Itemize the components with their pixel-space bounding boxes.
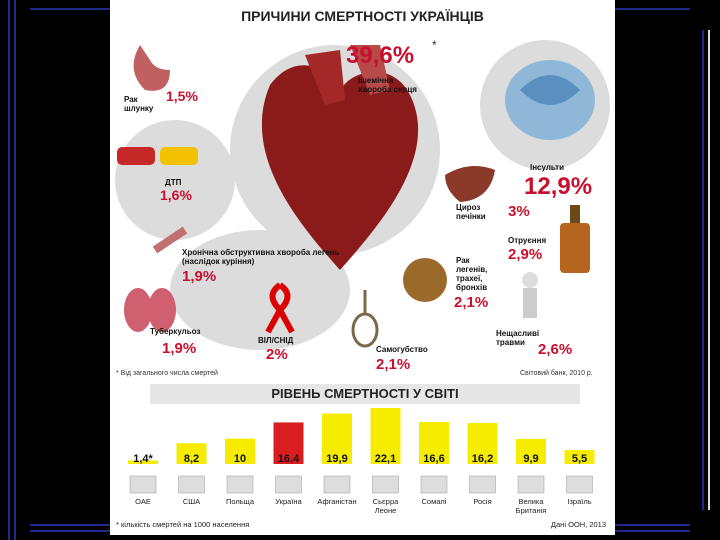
noose-icon <box>351 290 379 348</box>
category-label: США <box>183 497 200 506</box>
bar-value-label: 19,9 <box>326 453 347 465</box>
accidents-pct: 2,6% <box>538 341 573 358</box>
category-label: Велика <box>518 497 544 506</box>
bar-0 <box>128 460 158 464</box>
poster-source: Світовий банк, 2010 р. <box>520 370 593 377</box>
poster-title: ПРИЧИНИ СМЕРТНОСТІ УКРАЇНЦІВ <box>241 8 484 24</box>
flag-icon <box>323 475 351 494</box>
bar-value-label: 16,6 <box>423 453 444 465</box>
chart-title: РІВЕНЬ СМЕРТНОСТІ У СВІТІ <box>150 384 580 404</box>
bar-4 <box>322 413 352 464</box>
suicide-label: Самогубство <box>376 345 428 354</box>
category-label: Афганістан <box>317 497 356 506</box>
ihd-pct: 39,6% <box>346 42 415 69</box>
chart-footnote: * кількість смертей на 1000 населення <box>116 520 249 529</box>
category-label: Україна <box>275 497 302 506</box>
bar-value-label: 16,4 <box>278 453 300 465</box>
frame-line <box>708 30 710 510</box>
ihd-star: * <box>432 38 437 52</box>
bar-value-label: 16,2 <box>472 453 493 465</box>
category-label: Леоне <box>375 506 397 515</box>
category-label: Ізраїль <box>567 497 591 506</box>
lung-cancer-pct: 2,1% <box>454 294 489 311</box>
bar-5 <box>370 408 401 464</box>
category-label: Польща <box>226 497 255 506</box>
stroke-label: Інсульти <box>530 163 564 172</box>
ihd-label: Ішемічна хвороба серця <box>358 76 417 94</box>
bg-circle <box>115 120 235 240</box>
bar-9 <box>564 450 595 464</box>
category-label: Сомалі <box>422 497 447 506</box>
bar-2 <box>225 438 255 464</box>
bar-8 <box>516 438 546 464</box>
infographic-poster: ПРИЧИНИ СМЕРТНОСТІ УКРАЇНЦІВ <box>110 0 615 535</box>
cirrhosis-pct: 3% <box>508 203 530 220</box>
category-label: ОАЕ <box>135 497 151 506</box>
category-label: Британія <box>516 506 547 515</box>
mortality-bar-chart: 1,4* ОАЕ 8,2 США 10 Польща 16,4 Україна 19,9 Афга… <box>116 408 606 529</box>
cars-icon <box>117 147 198 165</box>
stomach-label: Рак шлунку <box>124 95 154 113</box>
flag-icon <box>517 475 545 494</box>
bar-value-label: 9,9 <box>523 453 538 465</box>
flag-icon <box>566 475 593 494</box>
poison-pct: 2,9% <box>508 246 543 263</box>
heart-image <box>261 45 419 270</box>
bar-1 <box>176 443 207 464</box>
hiv-pct: 2% <box>266 346 288 363</box>
flag-icon <box>372 475 399 494</box>
tb-pct: 1,9% <box>162 340 197 357</box>
bar-value-label: 22,1 <box>375 453 396 465</box>
frame-line <box>702 30 704 510</box>
poison-label: Отруєння <box>508 236 547 245</box>
bar-6 <box>419 421 449 464</box>
bg-circle <box>170 230 350 350</box>
frame-line <box>14 0 16 540</box>
red-ribbon-icon <box>265 282 295 334</box>
bottle-icon <box>560 205 590 273</box>
flag-icon <box>275 475 302 494</box>
stroke-pct: 12,9% <box>524 173 593 200</box>
crutches-icon <box>522 272 538 318</box>
category-label: Росія <box>473 497 491 506</box>
lung-cancer-label: Рак легенів, трахеї, бронхів <box>456 256 488 292</box>
cirrhosis-label: Цироз печінки <box>456 203 486 221</box>
stomach-pct: 1,5% <box>166 88 198 104</box>
flag-icon <box>226 475 254 494</box>
lung-tissue-icon <box>403 258 447 302</box>
flag-icon <box>469 475 496 494</box>
chart-source: Дані ООН, 2013 <box>551 520 606 529</box>
stomach-icon <box>133 45 170 91</box>
flag-icon <box>178 475 205 494</box>
copd-pct: 1,9% <box>182 268 217 285</box>
bar-7 <box>467 422 498 464</box>
traffic-pct: 1,6% <box>160 187 192 203</box>
accidents-label: Нещасливі травми <box>496 329 540 347</box>
category-label: Сьєрра <box>373 497 399 506</box>
flag-icon <box>420 475 448 494</box>
poster-footnote: * Від загального числа смертей <box>116 370 218 377</box>
hiv-label: ВІЛ/СНІД <box>258 336 294 345</box>
frame-line <box>8 0 10 540</box>
bar-3 <box>273 422 304 464</box>
copd-label: Хронічна обструктивна хвороба легень (на… <box>182 248 340 266</box>
bar-value-label: 10 <box>234 453 246 465</box>
bar-value-label: 5,5 <box>572 453 587 465</box>
flag-icon <box>129 475 157 494</box>
airway-icon <box>152 226 188 254</box>
suicide-pct: 2,1% <box>376 356 411 373</box>
tb-label: Туберкульоз <box>150 327 201 336</box>
traffic-label: ДТП <box>165 178 182 187</box>
bar-value-label: 8,2 <box>184 453 199 465</box>
liver-icon <box>445 166 495 202</box>
lungs-icon <box>124 288 176 332</box>
brain-icon <box>505 60 595 140</box>
bar-value-label: 1,4* <box>133 453 153 465</box>
